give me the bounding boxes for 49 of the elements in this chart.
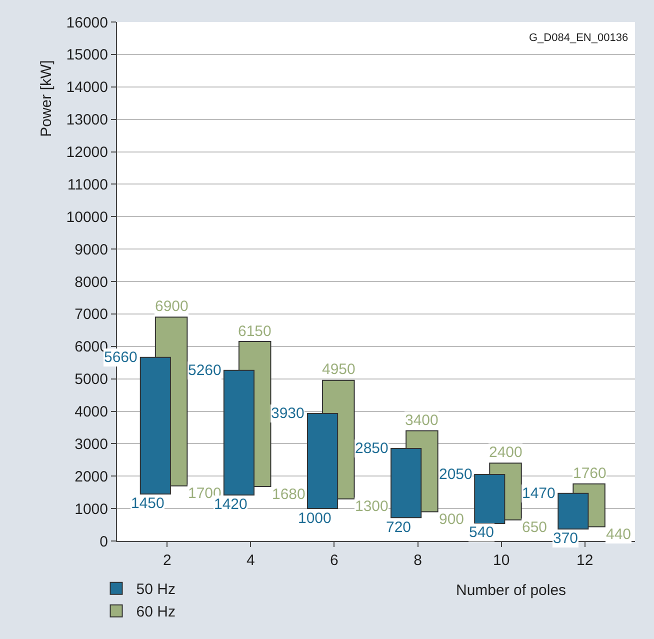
annotation: 5660: [104, 349, 138, 366]
y-tick-label: 3000: [74, 436, 108, 453]
annotation: 6150: [238, 323, 272, 340]
y-tick-label: 1000: [74, 500, 108, 518]
annotation: 720: [386, 519, 412, 536]
x-tick-label: 12: [576, 552, 594, 569]
annotation: 650: [522, 519, 548, 536]
annotation: 540: [469, 524, 494, 541]
annotation: 1450: [131, 495, 164, 512]
y-tick-label: 10000: [66, 208, 108, 226]
y-tick-label: 4000: [74, 404, 108, 420]
x-tick-label: 2: [162, 552, 172, 569]
y-tick-label: 11000: [67, 176, 108, 194]
annotation: 1300: [355, 498, 388, 515]
annotation: 2400: [489, 444, 522, 461]
y-tick-label: 14000: [66, 79, 108, 96]
annotation: 6900: [155, 298, 188, 315]
annotation: 1000: [298, 510, 332, 527]
annotation: 900: [439, 511, 464, 528]
y-tick-label: 5000: [74, 371, 108, 388]
legend-label: 60 Hz: [136, 604, 176, 621]
annotation: 1680: [272, 486, 306, 503]
y-tick-label: 15000: [66, 46, 108, 64]
annotation: 5260: [188, 362, 222, 379]
x-tick-label: 4: [246, 552, 255, 569]
x-axis-title: Number of poles: [456, 582, 566, 599]
y-tick-label: 0: [100, 533, 108, 550]
annotation: 1760: [573, 465, 606, 482]
annotation: G_D084_EN_00136: [529, 32, 628, 44]
annotation: 440: [606, 526, 632, 543]
y-tick-label: 2000: [74, 468, 108, 486]
y-tick-label: 8000: [74, 274, 108, 291]
y-tick-label: 13000: [66, 112, 108, 129]
y-tick-label: 12000: [66, 144, 108, 161]
annotation: 2050: [439, 466, 472, 483]
y-tick-label: 9000: [74, 241, 108, 258]
y-tick-label: 7000: [74, 306, 108, 324]
x-tick-label: 6: [330, 552, 338, 569]
legend-label: 50 Hz: [136, 581, 176, 598]
annotation: 1470: [522, 485, 556, 502]
annotation: 4950: [322, 361, 356, 378]
annotation: 370: [553, 530, 578, 547]
annotation: 3400: [405, 412, 438, 429]
x-tick-label: 8: [414, 552, 422, 569]
y-axis-title: Power [kW]: [38, 60, 56, 137]
x-tick-label: 10: [492, 552, 510, 569]
annotation: 2850: [355, 440, 388, 457]
y-tick-label: 16000: [66, 14, 108, 32]
annotation: 3930: [271, 405, 304, 422]
